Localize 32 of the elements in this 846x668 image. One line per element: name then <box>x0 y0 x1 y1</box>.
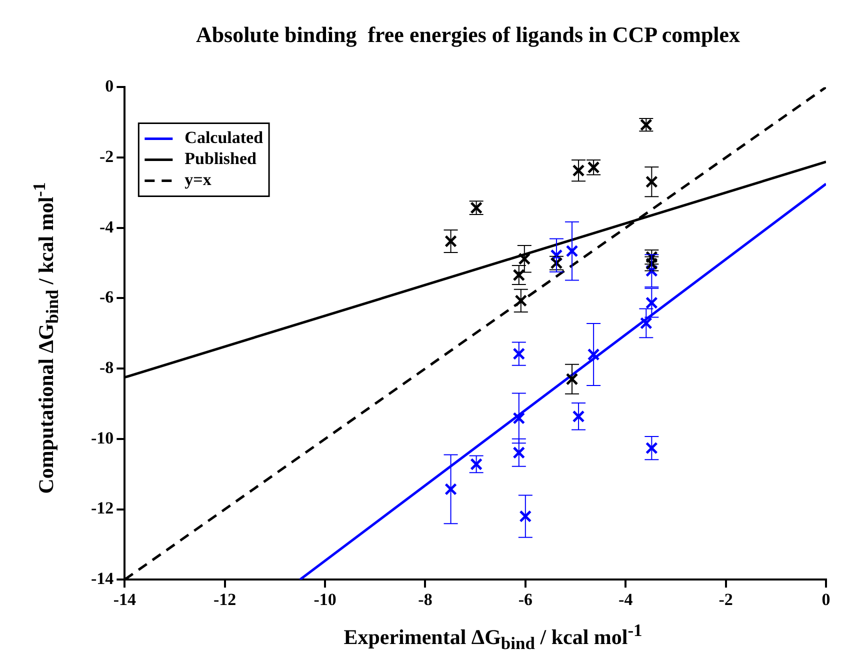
legend-label: y=x <box>184 170 212 190</box>
y-tick-label: -14 <box>90 568 114 588</box>
legend-label: Published <box>184 149 258 168</box>
x-tick-label: -6 <box>518 590 533 610</box>
x-tick-label: 0 <box>822 590 830 610</box>
point <box>512 348 526 360</box>
x-tick-label: -4 <box>618 590 634 610</box>
x-axis-title: Experimental ΔG$_{bind}$ / kcal mol$^{-1}$ <box>342 620 644 654</box>
point <box>512 412 526 424</box>
point <box>519 510 532 522</box>
point <box>645 296 658 309</box>
point <box>566 244 578 258</box>
point <box>512 446 526 459</box>
point <box>640 317 652 330</box>
y-tick-label: -4 <box>99 217 114 236</box>
point <box>572 410 585 423</box>
legend-label: Calculated <box>184 128 264 148</box>
x-tick-label: -2 <box>718 590 733 610</box>
x-tick-label: -14 <box>113 590 136 610</box>
y-tick-label: -10 <box>90 428 114 448</box>
x-tick-label: -10 <box>314 590 336 610</box>
y-tick-label: -2 <box>99 146 114 166</box>
chart-title: Absolute binding free energies of ligands in CCP complex <box>194 22 742 48</box>
point <box>587 348 600 361</box>
point <box>444 483 457 496</box>
y-tick-label: 0 <box>105 76 114 96</box>
y-tick-label: -8 <box>99 358 114 377</box>
y-tick-label: -12 <box>90 498 114 518</box>
x-tick-label: -12 <box>214 590 236 610</box>
y-tick-label: -6 <box>99 288 114 307</box>
point <box>645 442 658 454</box>
x-tick-label: -8 <box>418 590 432 610</box>
